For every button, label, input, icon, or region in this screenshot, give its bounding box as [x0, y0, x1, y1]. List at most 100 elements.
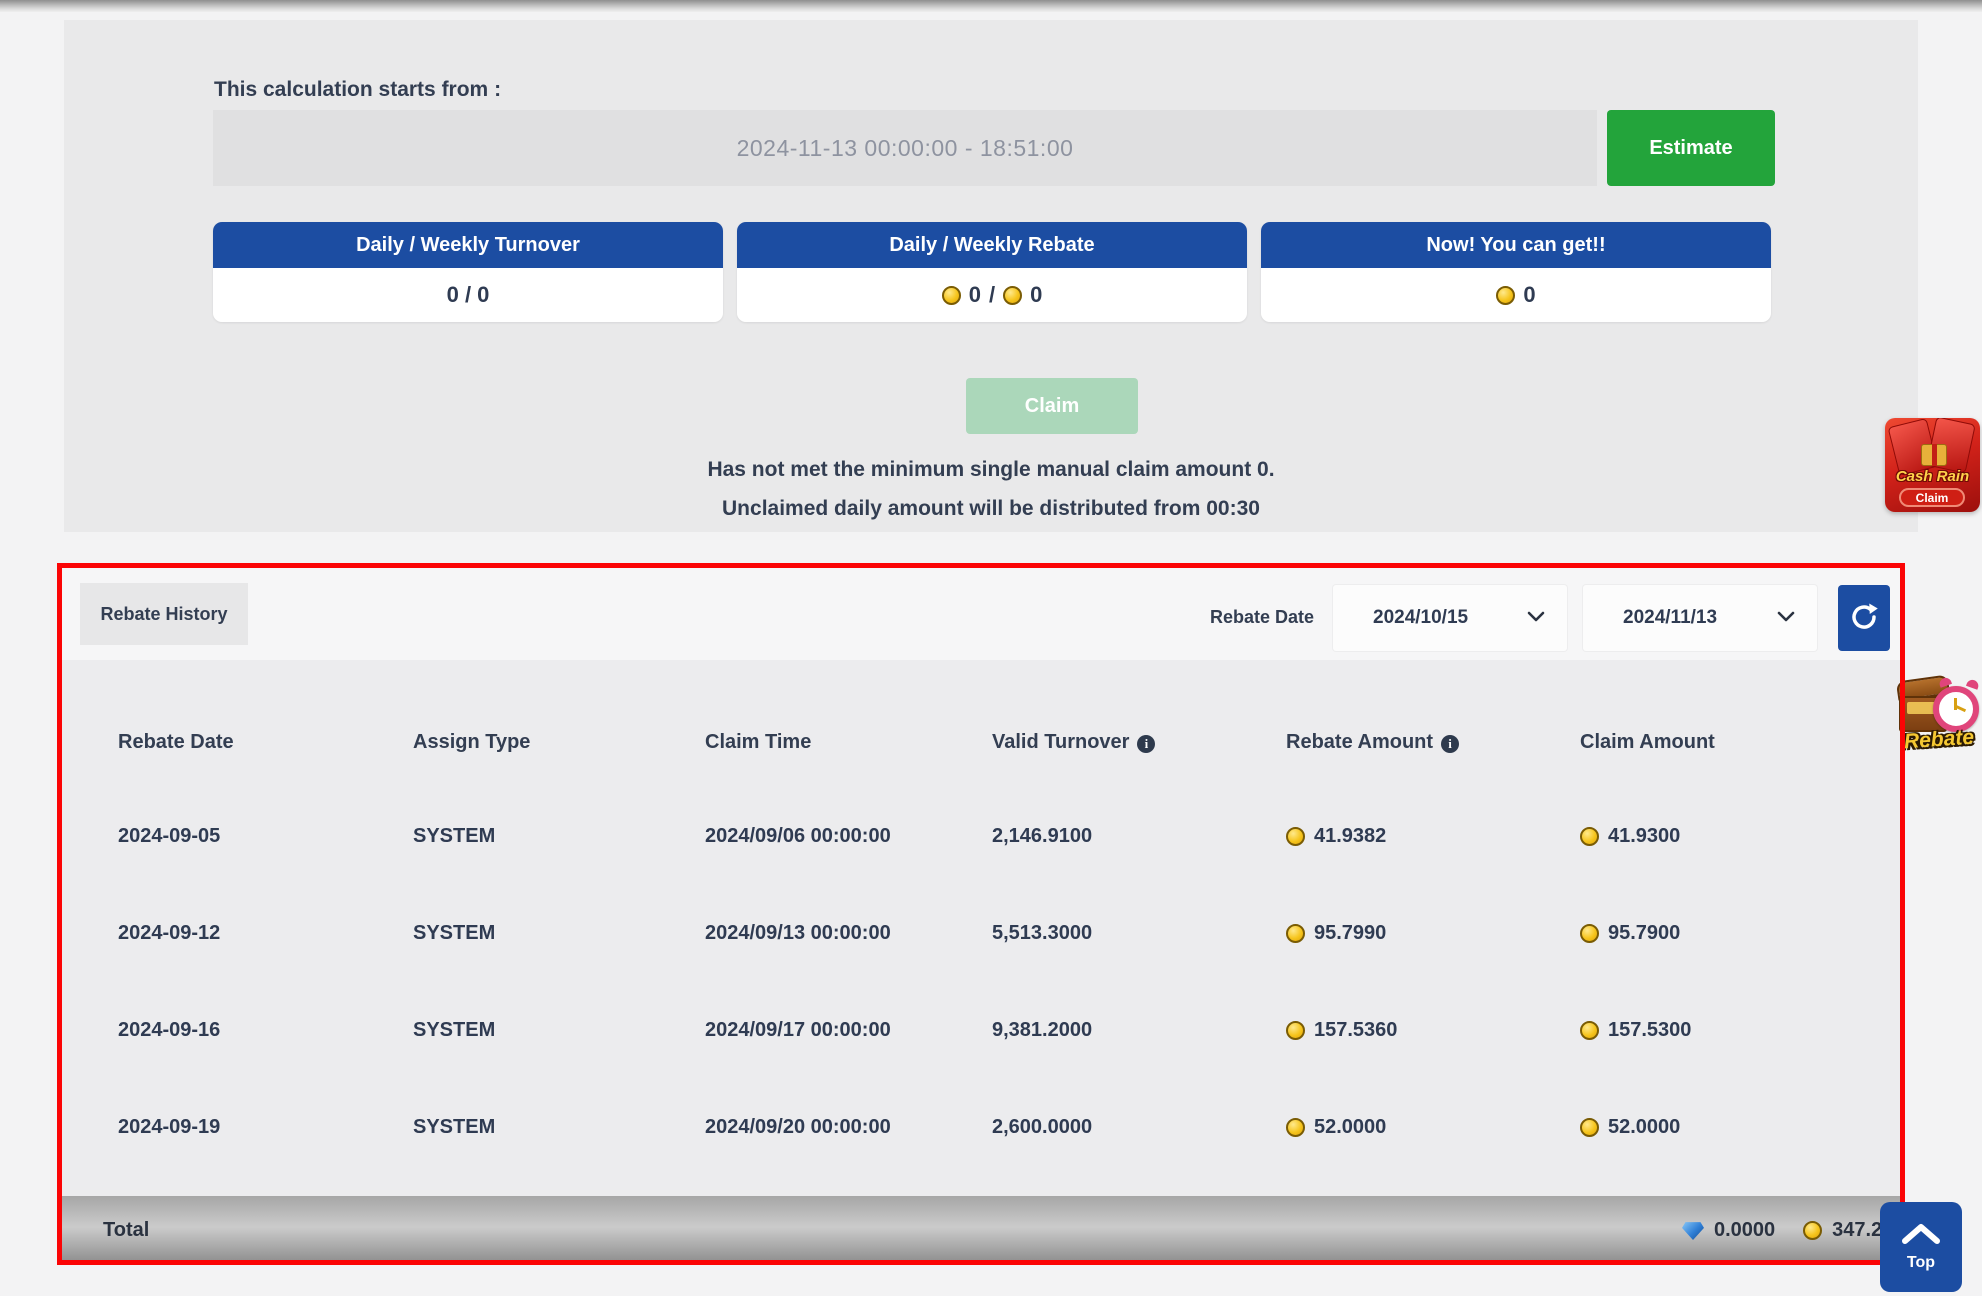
- table-row: 2024-09-05 SYSTEM 2024/09/06 00:00:00 2,…: [57, 788, 1905, 885]
- valid-turnover-cell: 2,146.9100: [992, 825, 1093, 847]
- table-header-row: Rebate Date Assign Type Claim Time Valid…: [57, 731, 1905, 771]
- claim-amount-cell: 52.0000: [1580, 1079, 1680, 1176]
- column-header-rebate-date: Rebate Date: [118, 731, 234, 753]
- rebate-history-header: Rebate History Rebate Date 2024/10/15 20…: [57, 563, 1905, 660]
- claim-time-cell: 2024/09/06 00:00:00: [705, 825, 891, 847]
- rebate-date-from-select[interactable]: 2024/10/15: [1333, 585, 1567, 651]
- column-header-claim-time: Claim Time: [705, 731, 812, 753]
- card-daily-weekly-turnover: Daily / Weekly Turnover 0 / 0: [213, 222, 723, 322]
- coin-icon: [1496, 285, 1516, 305]
- alarm-clock-icon: [1933, 686, 1979, 732]
- date-range-value: 2024-11-13 00:00:00 - 18:51:00: [736, 134, 1074, 161]
- table-row: 2024-09-19 SYSTEM 2024/09/20 00:00:00 2,…: [57, 1079, 1905, 1176]
- rebate-date-cell: 2024-09-12: [118, 922, 221, 944]
- total-diamond-value: 0.0000: [1714, 1219, 1776, 1241]
- claim-amount-cell: 157.5300: [1580, 982, 1691, 1079]
- coin-icon: [1286, 924, 1305, 943]
- scroll-to-top-button[interactable]: Top: [1880, 1202, 1962, 1292]
- cash-rain-floating-badge[interactable]: Cash Rain Claim: [1885, 418, 1980, 512]
- rebate-date-to-select[interactable]: 2024/11/13: [1583, 585, 1817, 651]
- calculation-panel: This calculation starts from : 2024-11-1…: [64, 20, 1918, 532]
- rebate-date-filter-label: Rebate Date: [1210, 607, 1315, 627]
- coin-icon: [1580, 924, 1599, 943]
- rebate-history-section: Rebate History Rebate Date 2024/10/15 20…: [57, 563, 1916, 1265]
- coin-icon: [1286, 1021, 1305, 1040]
- info-icon[interactable]: [1137, 734, 1156, 753]
- cash-rain-title: Cash Rain: [1895, 468, 1970, 485]
- turnover-value: 0 / 0: [446, 282, 490, 307]
- coin-icon: [1580, 827, 1599, 846]
- column-header-assign-type: Assign Type: [413, 731, 531, 753]
- chevron-down-icon: [1527, 609, 1545, 627]
- rebate-amount-value: 41.9382: [1314, 825, 1387, 847]
- valid-turnover-cell: 5,513.3000: [992, 922, 1093, 944]
- chevron-down-icon: [1777, 609, 1795, 627]
- coin-icon: [1286, 827, 1305, 846]
- rebate-badge-label: Rebate: [1903, 725, 1975, 754]
- rebate-date-to-value: 2024/11/13: [1623, 607, 1718, 628]
- top-edge-strip: [0, 0, 1982, 12]
- claim-notice-line2: Unclaimed daily amount will be distribut…: [722, 497, 1260, 520]
- chevron-up-icon: [1901, 1223, 1941, 1248]
- claim-button[interactable]: Claim: [966, 378, 1138, 434]
- can-get-value: 0: [1523, 282, 1536, 307]
- calculation-title: This calculation starts from :: [214, 78, 502, 101]
- card-daily-weekly-rebate: Daily / Weekly Rebate 0 / 0: [737, 222, 1247, 322]
- refresh-button[interactable]: [1838, 585, 1890, 651]
- rebate-amount-cell: 52.0000: [1286, 1079, 1386, 1176]
- claim-time-cell: 2024/09/17 00:00:00: [705, 1019, 891, 1041]
- rebate-amount-value: 157.5360: [1314, 1019, 1398, 1041]
- calculation-date-range-field[interactable]: 2024-11-13 00:00:00 - 18:51:00: [213, 110, 1597, 186]
- card-now-you-can-get: Now! You can get!! 0: [1261, 222, 1771, 322]
- assign-type-cell: SYSTEM: [413, 825, 496, 847]
- claim-amount-value: 95.7900: [1608, 922, 1681, 944]
- coin-icon: [941, 285, 961, 305]
- rebate-amount-cell: 41.9382: [1286, 788, 1386, 885]
- rebate-date-from-value: 2024/10/15: [1373, 607, 1469, 628]
- coin-icon: [1803, 1221, 1823, 1240]
- column-header-valid-turnover: Valid Turnover: [992, 731, 1156, 754]
- coin-icon: [1580, 1118, 1599, 1137]
- clock-bell-icon: [1965, 678, 1981, 690]
- refresh-icon: [1849, 602, 1879, 635]
- gift-box-icon: [1921, 444, 1947, 466]
- card-value: 0 / 0: [737, 268, 1247, 322]
- rebate-value-left: 0: [968, 282, 981, 307]
- claim-amount-cell: 41.9300: [1580, 788, 1680, 885]
- rebate-amount-cell: 95.7990: [1286, 885, 1386, 982]
- claim-time-cell: 2024/09/20 00:00:00: [705, 1116, 891, 1138]
- card-title: Daily / Weekly Rebate: [737, 222, 1247, 268]
- table-row: 2024-09-16 SYSTEM 2024/09/17 00:00:00 9,…: [57, 982, 1905, 1079]
- claim-notice-line1: Has not met the minimum single manual cl…: [707, 458, 1275, 481]
- rebate-value-right: 0: [1030, 282, 1043, 307]
- rebate-history-tab[interactable]: Rebate History: [80, 583, 248, 645]
- top-button-label: Top: [1906, 1253, 1936, 1271]
- cash-rain-claim-button[interactable]: Claim: [1899, 488, 1965, 507]
- assign-type-cell: SYSTEM: [413, 1019, 496, 1041]
- summary-cards: Daily / Weekly Turnover 0 / 0 Daily / We…: [213, 222, 1775, 322]
- card-value: 0 / 0: [213, 268, 723, 322]
- coin-icon: [1580, 1021, 1599, 1040]
- rebate-date-cell: 2024-09-16: [118, 1019, 221, 1041]
- rebate-amount-value: 52.0000: [1314, 1116, 1387, 1138]
- card-value: 0: [1261, 268, 1771, 322]
- valid-turnover-cell: 9,381.2000: [992, 1019, 1093, 1041]
- column-header-claim-amount: Claim Amount: [1580, 731, 1715, 753]
- value-separator: /: [988, 282, 996, 307]
- rebate-floating-badge[interactable]: Rebate: [1893, 668, 1982, 770]
- assign-type-cell: SYSTEM: [413, 922, 496, 944]
- rebate-date-cell: 2024-09-19: [118, 1116, 221, 1138]
- rebate-amount-value: 95.7990: [1314, 922, 1387, 944]
- coin-icon: [1003, 285, 1023, 305]
- column-header-label: Valid Turnover: [992, 731, 1130, 753]
- total-label: Total: [103, 1219, 150, 1241]
- column-header-label: Rebate Amount: [1286, 731, 1434, 753]
- claim-amount-value: 52.0000: [1608, 1116, 1681, 1138]
- claim-amount-cell: 95.7900: [1580, 885, 1680, 982]
- card-title: Now! You can get!!: [1261, 222, 1771, 268]
- estimate-button[interactable]: Estimate: [1607, 110, 1775, 186]
- table-row: 2024-09-12 SYSTEM 2024/09/13 00:00:00 5,…: [57, 885, 1905, 982]
- info-icon[interactable]: [1441, 734, 1460, 753]
- card-title: Daily / Weekly Turnover: [213, 222, 723, 268]
- assign-type-cell: SYSTEM: [413, 1116, 496, 1138]
